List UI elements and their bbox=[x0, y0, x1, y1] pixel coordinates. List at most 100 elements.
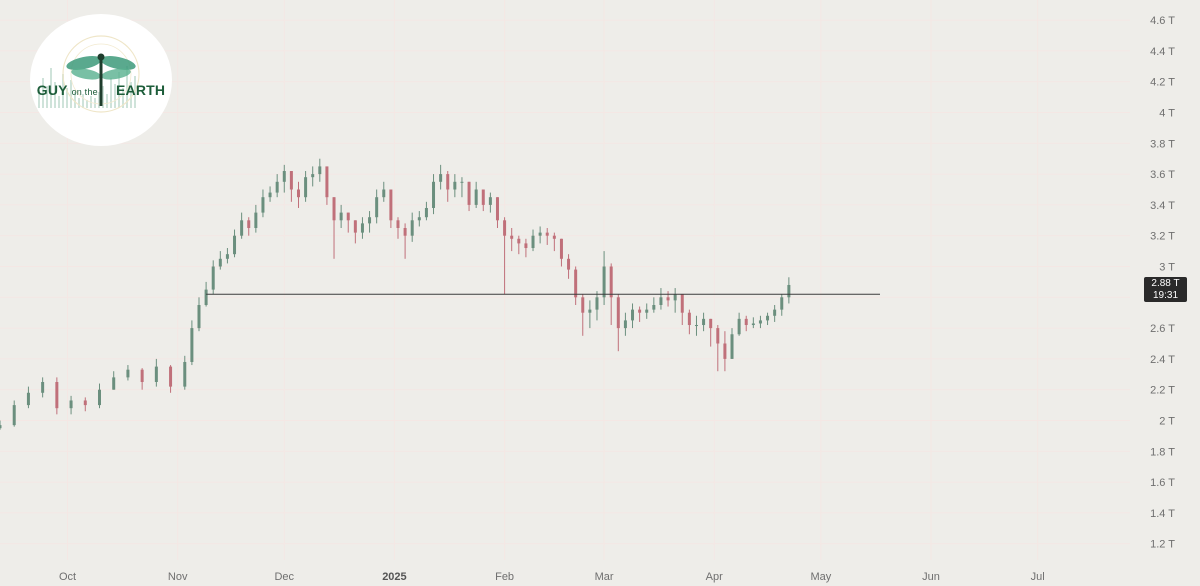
candle-body bbox=[183, 361, 187, 387]
candle-body bbox=[233, 235, 237, 255]
candle-body bbox=[751, 323, 755, 326]
candle-body bbox=[197, 305, 201, 329]
candle-body bbox=[446, 174, 450, 190]
candle-body bbox=[247, 220, 251, 228]
y-tick-label: 2.4 T bbox=[1150, 354, 1175, 366]
candle-body bbox=[460, 181, 464, 183]
candle-body bbox=[538, 232, 542, 236]
candle-body bbox=[282, 171, 286, 182]
y-tick-label: 2.6 T bbox=[1150, 323, 1175, 335]
candle-body bbox=[382, 189, 386, 198]
x-tick-label: Jul bbox=[1031, 571, 1045, 583]
candle-body bbox=[375, 197, 379, 218]
last-price-label: 2.88 T bbox=[1151, 278, 1180, 289]
candle-body bbox=[602, 266, 606, 298]
candle-body bbox=[723, 343, 727, 359]
candle-body bbox=[360, 223, 364, 233]
candle-body bbox=[112, 377, 116, 390]
y-tick-label: 2.2 T bbox=[1150, 385, 1175, 397]
candle-body bbox=[716, 328, 720, 344]
y-tick-label: 3.4 T bbox=[1150, 200, 1175, 212]
candle-body bbox=[503, 220, 507, 236]
y-tick-label: 2 T bbox=[1159, 416, 1175, 428]
grid-lines bbox=[0, 0, 1130, 560]
y-tick-label: 4 T bbox=[1159, 108, 1175, 120]
candle-body bbox=[55, 382, 59, 409]
x-tick-label: Mar bbox=[595, 571, 614, 583]
candle-body bbox=[417, 217, 421, 221]
y-tick-label: 3.2 T bbox=[1150, 231, 1175, 243]
candle-body bbox=[780, 297, 784, 310]
candle-body bbox=[645, 309, 649, 313]
candle-body bbox=[737, 318, 741, 335]
candle-body bbox=[666, 297, 670, 301]
candle-body bbox=[702, 318, 706, 326]
x-tick-label: Dec bbox=[274, 571, 294, 583]
logo-text-on-the: on the bbox=[71, 87, 98, 97]
y-tick-label: 1.6 T bbox=[1150, 477, 1175, 489]
candle-body bbox=[474, 189, 478, 205]
candles bbox=[0, 158, 791, 430]
candle-body bbox=[567, 258, 571, 270]
candle-body bbox=[240, 220, 244, 236]
x-tick-label: 2025 bbox=[382, 571, 406, 583]
dragonfly-icon bbox=[62, 35, 140, 113]
candle-body bbox=[325, 166, 329, 198]
candle-body bbox=[346, 212, 350, 221]
y-tick-label: 1.4 T bbox=[1150, 508, 1175, 520]
candle-body bbox=[403, 228, 407, 236]
logo-text: GUY on the EARTH bbox=[30, 82, 172, 98]
x-tick-label: Nov bbox=[168, 571, 188, 583]
candle-body bbox=[552, 235, 556, 239]
x-axis-ticks: Oct Nov Dec 2025 Feb Mar Apr May Jun Jul bbox=[59, 571, 1045, 583]
candle-body bbox=[432, 181, 436, 208]
candle-body bbox=[439, 174, 443, 182]
candle-body bbox=[140, 369, 144, 382]
logo-text-guy: GUY bbox=[36, 82, 68, 98]
candle-body bbox=[318, 166, 322, 175]
y-tick-label: 3 T bbox=[1159, 262, 1175, 274]
candle-body bbox=[510, 235, 514, 239]
guy-on-the-earth-logo: GUY on the EARTH bbox=[30, 14, 172, 146]
candle-body bbox=[424, 207, 428, 218]
candle-body bbox=[787, 284, 791, 298]
y-tick-label: 4.4 T bbox=[1150, 46, 1175, 58]
candle-body bbox=[154, 366, 158, 382]
candle-body bbox=[396, 220, 400, 228]
candle-body bbox=[453, 181, 457, 190]
y-tick-label: 3.6 T bbox=[1150, 169, 1175, 181]
candle-body bbox=[730, 334, 734, 359]
candle-body bbox=[609, 266, 613, 298]
candle-body bbox=[758, 320, 762, 324]
candle-body bbox=[261, 197, 265, 213]
candle-body bbox=[304, 177, 308, 198]
candle-body bbox=[204, 289, 208, 305]
candle-body bbox=[488, 197, 492, 205]
candle-body bbox=[353, 220, 357, 233]
candle-body bbox=[638, 309, 642, 313]
candle-body bbox=[623, 320, 627, 329]
candle-body bbox=[190, 328, 194, 362]
candle-body bbox=[41, 382, 45, 393]
candle-body bbox=[652, 305, 656, 310]
candle-body bbox=[744, 318, 748, 326]
candle-body bbox=[389, 189, 393, 221]
candle-body bbox=[211, 266, 215, 290]
candle-body bbox=[595, 297, 599, 310]
candle-body bbox=[332, 197, 336, 221]
candle-body bbox=[275, 181, 279, 193]
countdown-label: 19:31 bbox=[1152, 290, 1179, 301]
candle-body bbox=[545, 232, 549, 236]
candle-body bbox=[97, 389, 101, 406]
candle-body bbox=[268, 192, 272, 198]
candle-body bbox=[0, 425, 2, 429]
candle-body bbox=[410, 220, 414, 236]
y-tick-label: 3.8 T bbox=[1150, 138, 1175, 150]
candle-body bbox=[126, 369, 130, 378]
candle-body bbox=[26, 392, 30, 406]
candle-body bbox=[574, 269, 578, 298]
y-tick-label: 4.2 T bbox=[1150, 77, 1175, 89]
y-axis-ticks: 1.2 T1.4 T1.6 T1.8 T2 T2.2 T2.4 T2.6 T2.… bbox=[1150, 15, 1175, 551]
candle-body bbox=[289, 171, 293, 190]
